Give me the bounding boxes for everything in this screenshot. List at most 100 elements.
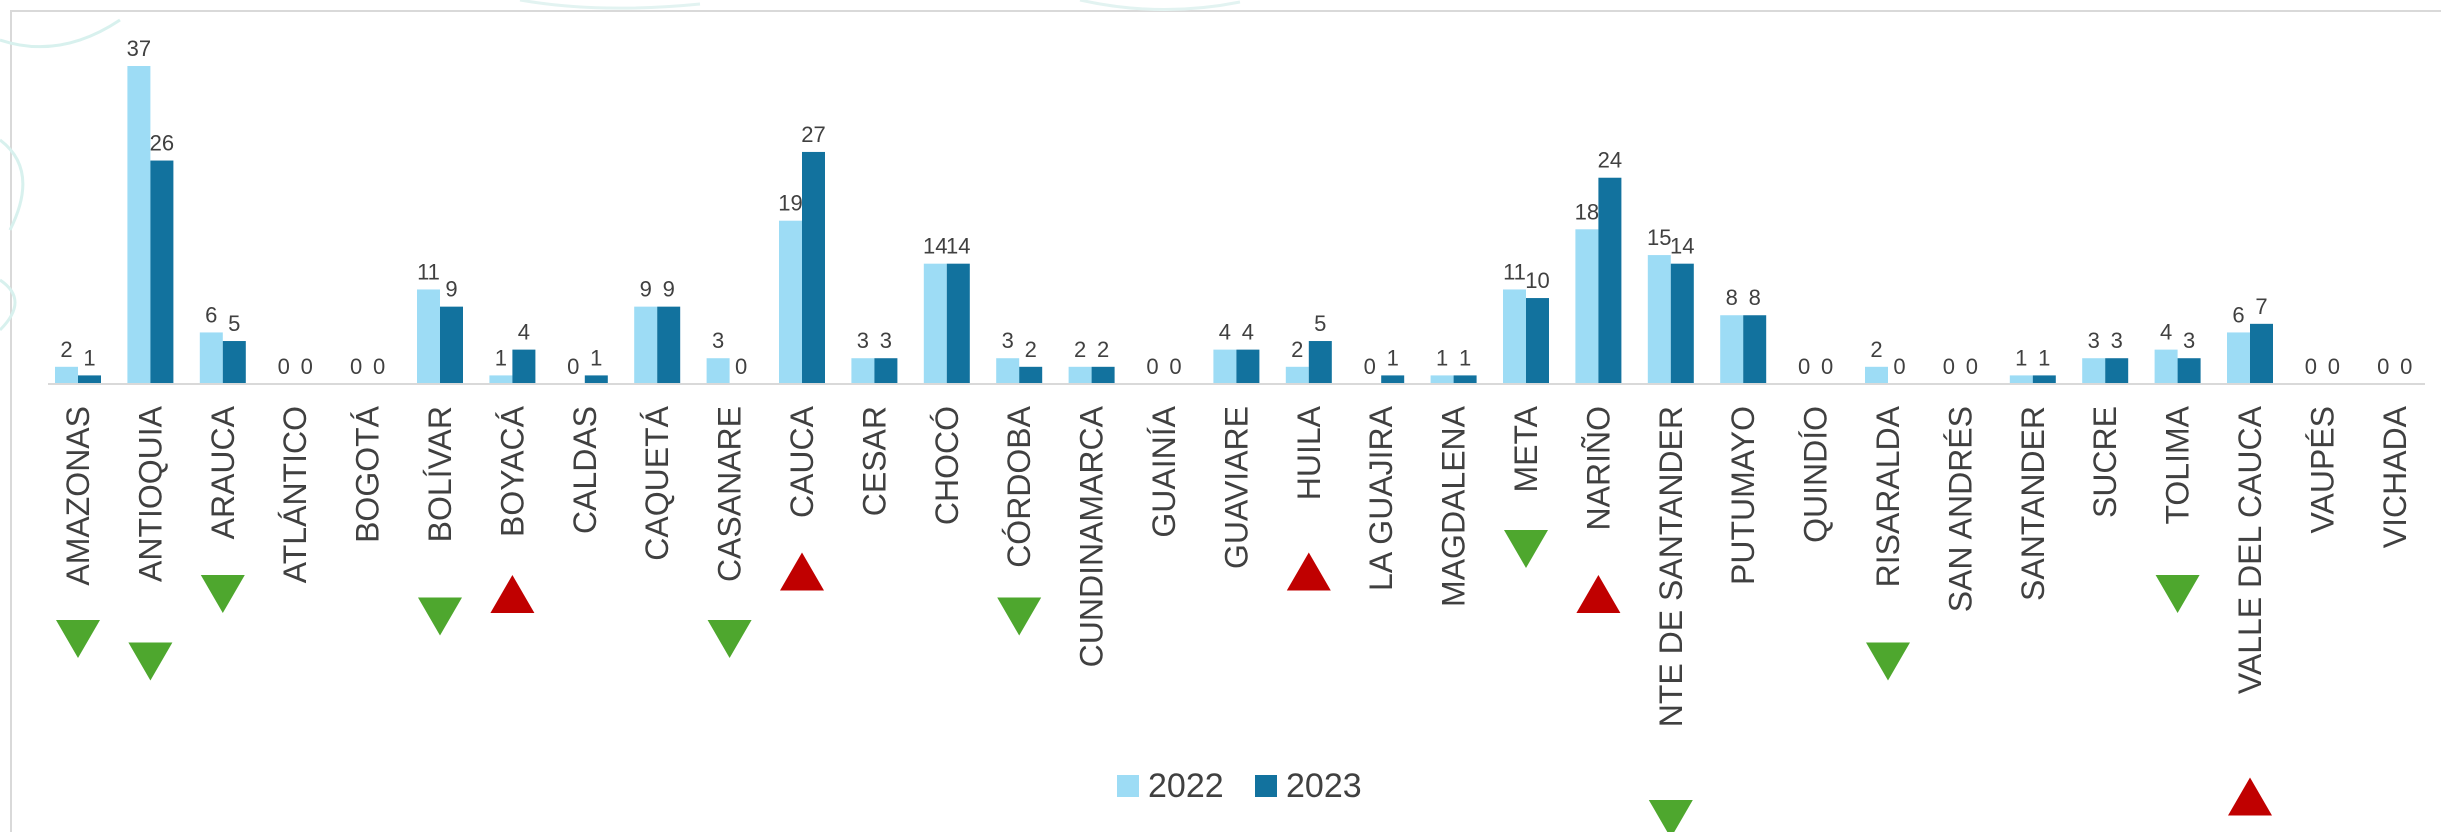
category-label-meta: META	[1508, 405, 1544, 492]
bar-2022-santander	[2009, 375, 2033, 384]
value-label-2023-tolima: 3	[2183, 328, 2195, 353]
bars-layer	[55, 66, 2273, 384]
bar-2023-valle-del-cauca	[2250, 323, 2273, 384]
value-label-2022-putumayo: 8	[1726, 285, 1738, 310]
category-label-arauca: ARAUCA	[205, 405, 241, 539]
value-label-2022-antioquia: 37	[127, 36, 151, 61]
category-label-cesar: CESAR	[856, 406, 892, 516]
bar-2022-valle-del-cauca	[2227, 332, 2250, 384]
value-label-2022-casanare: 3	[712, 328, 724, 353]
value-label-2023-san-andres: 0	[1966, 354, 1978, 379]
category-label-tolima: TOLIMA	[2160, 405, 2196, 524]
value-label-2022-atlantico: 0	[278, 354, 290, 379]
value-label-2022-tolima: 4	[2160, 320, 2172, 345]
value-label-2022-choco: 14	[923, 234, 947, 259]
bar-2023-cundinamarca	[1091, 366, 1115, 384]
bar-2023-putumayo	[1743, 315, 1767, 384]
trend-up-icon-narino	[1576, 575, 1621, 613]
bar-2023-narino	[1598, 177, 1622, 384]
value-label-2022-cesar: 3	[857, 328, 869, 353]
bar-2022-amazonas	[55, 366, 78, 384]
category-label-santander: SANTANDER	[2015, 406, 2051, 601]
value-label-2022-magdalena: 1	[1436, 345, 1448, 370]
value-label-2023-magdalena: 1	[1459, 345, 1471, 370]
trend-up-icon-valle-del-cauca	[2228, 777, 2272, 816]
value-label-2022-boyaca: 1	[495, 345, 507, 370]
legend-swatch-2022	[1117, 775, 1139, 797]
bar-2022-huila	[1285, 366, 1309, 384]
value-label-2023-guainia: 0	[1169, 354, 1181, 379]
value-label-2023-santander: 1	[2038, 345, 2050, 370]
bar-2022-nte-de-santander	[1647, 255, 1671, 384]
category-label-cordoba: CÓRDOBA	[1001, 405, 1037, 567]
value-label-2022-guainia: 0	[1146, 354, 1158, 379]
bar-2023-cesar	[874, 358, 898, 384]
value-label-2022-vaupes: 0	[2305, 354, 2317, 379]
category-label-quindio: QUINDÍO	[1798, 406, 1834, 543]
trend-markers-layer	[56, 530, 2272, 832]
bar-2023-amazonas	[78, 375, 101, 384]
bar-2023-caldas	[584, 375, 608, 384]
value-label-2022-risaralda: 2	[1870, 337, 1882, 362]
category-label-san-andres: SAN ANDRÉS	[1942, 406, 1978, 612]
value-label-2023-nte-de-santander: 14	[1670, 234, 1694, 259]
category-label-antioquia: ANTIOQUIA	[132, 405, 168, 582]
bar-2023-boyaca	[512, 349, 536, 384]
category-label-casanare: CASANARE	[712, 406, 748, 582]
bar-2023-magdalena	[1453, 375, 1477, 384]
bar-2023-antioquia	[150, 160, 174, 384]
value-label-2023-guaviare: 4	[1242, 320, 1254, 345]
value-label-2023-boyaca: 4	[518, 320, 530, 345]
bar-2022-casanare	[706, 358, 730, 384]
category-label-caqueta: CAQUETÁ	[639, 405, 675, 560]
bar-2022-choco	[923, 263, 947, 384]
bar-2023-nte-de-santander	[1670, 263, 1694, 384]
trend-down-icon-antioquia	[128, 642, 173, 681]
trend-down-icon-amazonas	[56, 620, 100, 658]
value-label-2022-huila: 2	[1291, 337, 1303, 362]
bar-2022-meta	[1503, 289, 1526, 384]
value-label-2023-casanare: 0	[735, 354, 747, 379]
legend: 2022 2023	[1117, 767, 1362, 805]
bar-2022-bolivar	[417, 289, 440, 384]
bar-2022-cesar	[851, 358, 875, 384]
value-label-2022-cundinamarca: 2	[1074, 337, 1086, 362]
value-label-2023-meta: 10	[1525, 268, 1549, 293]
category-label-choco: CHOCÓ	[929, 406, 965, 525]
value-label-2023-la-guajira: 1	[1387, 345, 1399, 370]
legend-label-2023: 2023	[1286, 767, 1362, 805]
trend-down-icon-tolima	[2155, 575, 2200, 613]
category-label-guainia: GUAINÍA	[1146, 405, 1182, 537]
value-label-2023-caqueta: 9	[663, 277, 675, 302]
value-label-2023-putumayo: 8	[1749, 285, 1761, 310]
bar-2022-caqueta	[634, 306, 658, 384]
value-label-2022-bogota: 0	[350, 354, 362, 379]
value-label-2023-amazonas: 1	[83, 345, 95, 370]
bar-2022-risaralda	[1865, 366, 1888, 384]
bar-2023-sucre	[2105, 358, 2129, 384]
trend-down-icon-risaralda	[1866, 642, 1910, 681]
value-label-2023-choco: 14	[946, 234, 970, 259]
value-label-2023-quindio: 0	[1821, 354, 1833, 379]
legend-swatch-2023	[1255, 775, 1277, 797]
value-label-2022-bolivar: 11	[417, 259, 440, 284]
value-label-2023-narino: 24	[1598, 148, 1622, 173]
bar-2023-huila	[1308, 341, 1332, 384]
chart-frame	[10, 10, 2441, 832]
trend-up-icon-huila	[1286, 552, 1331, 591]
trend-down-icon-meta	[1504, 530, 1548, 568]
value-label-2022-cauca: 19	[778, 191, 802, 216]
category-label-boyaca: BOYACÁ	[494, 405, 530, 537]
bar-2023-tolima	[2177, 358, 2201, 384]
value-label-2023-sucre: 3	[2111, 328, 2123, 353]
bar-2022-magdalena	[1430, 375, 1454, 384]
category-label-atlantico: ATLÁNTICO	[277, 406, 313, 583]
bar-2022-arauca	[199, 332, 223, 384]
value-label-2022-caqueta: 9	[640, 277, 652, 302]
trend-up-icon-cauca	[780, 552, 824, 591]
value-label-2023-risaralda: 0	[1893, 354, 1905, 379]
trend-down-icon-bolivar	[418, 597, 462, 636]
bar-2022-cauca	[779, 220, 802, 384]
